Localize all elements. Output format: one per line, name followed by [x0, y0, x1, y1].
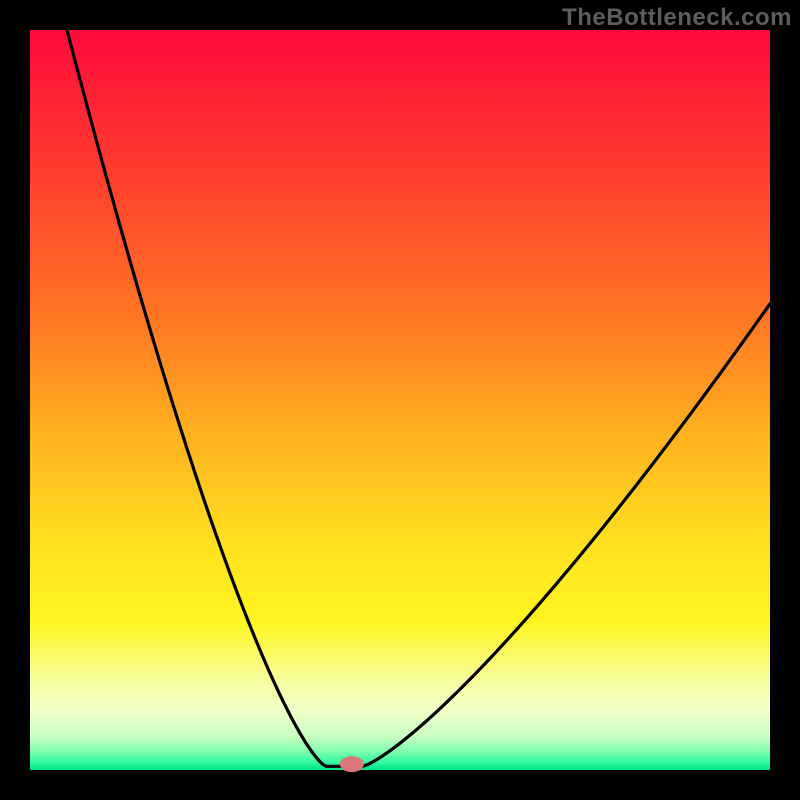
plot-background [30, 30, 770, 770]
watermark-text: TheBottleneck.com [562, 4, 792, 32]
chart-stage: TheBottleneck.com [0, 0, 800, 800]
bottleneck-chart [0, 0, 800, 800]
optimal-point-marker [340, 756, 364, 772]
